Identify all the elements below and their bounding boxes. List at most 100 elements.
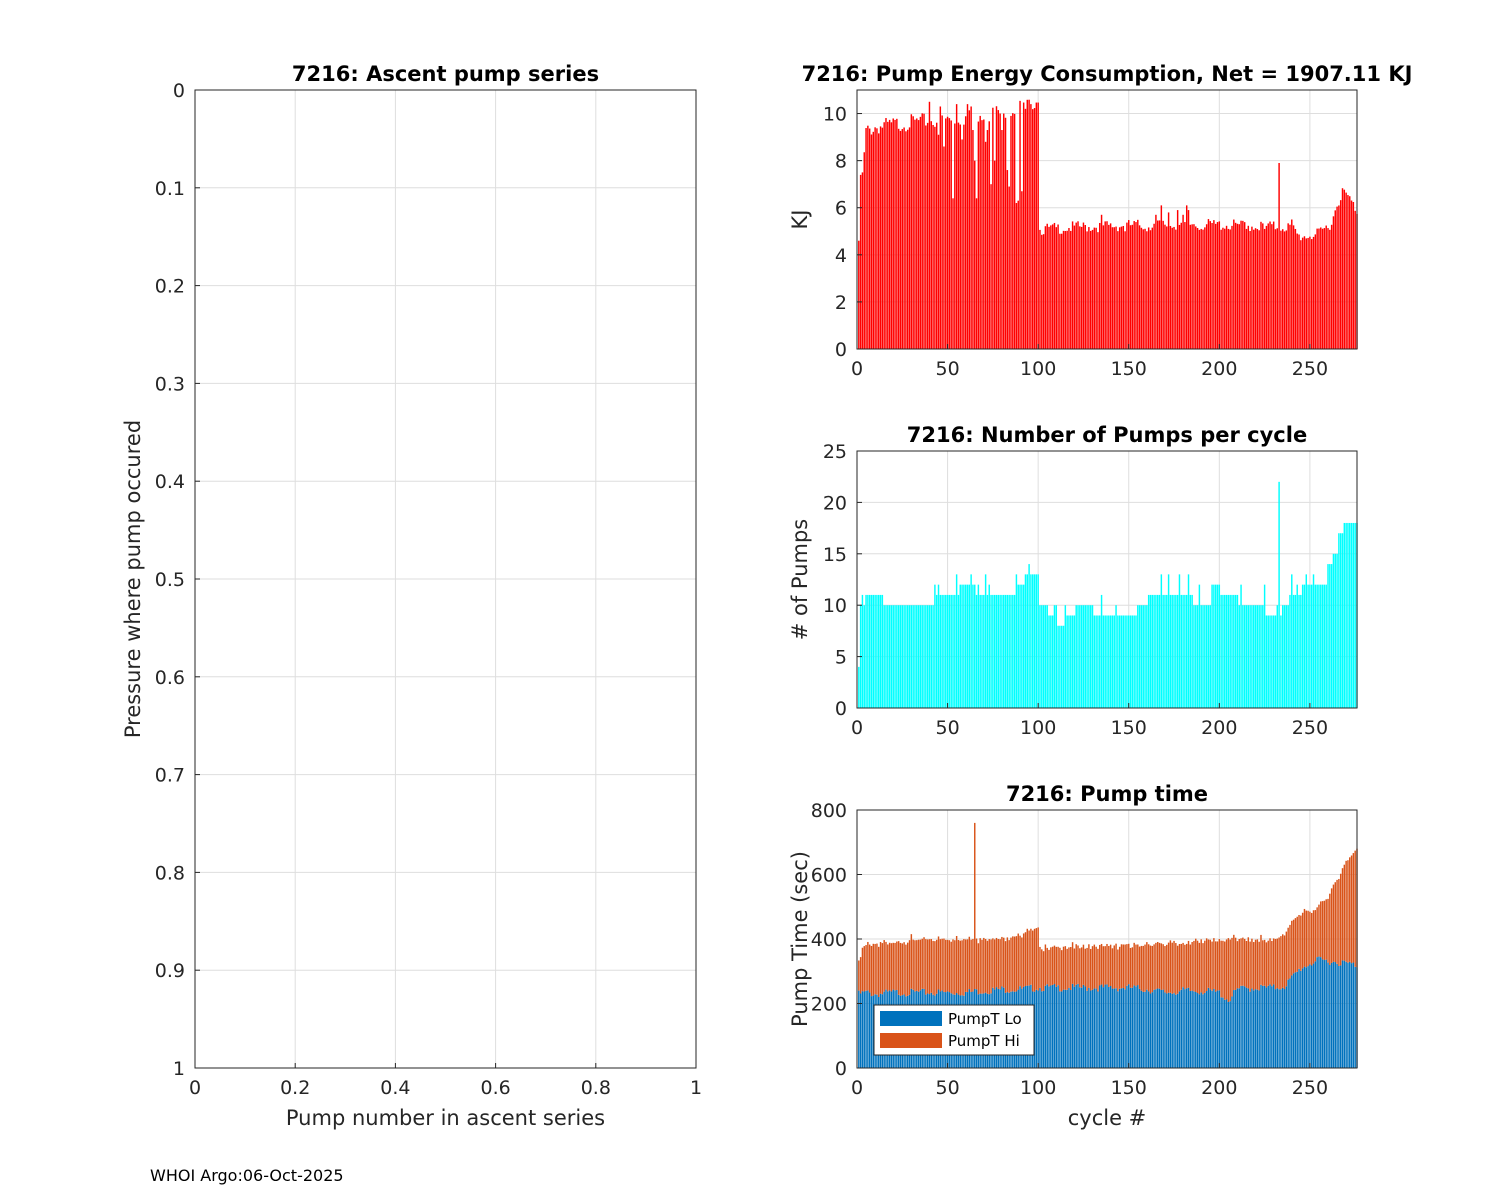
bar-energy	[1347, 195, 1349, 349]
bar-pumps	[1077, 605, 1079, 708]
bar-pumpt-hi	[1093, 944, 1096, 989]
bar-pumps	[1068, 615, 1070, 708]
bar-pumps	[1224, 594, 1226, 708]
x-tick-label: 150	[1111, 1077, 1147, 1099]
bar-pumpt-hi	[1301, 912, 1304, 969]
bar-pumpt-hi	[977, 943, 980, 995]
bar-pumps	[1298, 594, 1300, 708]
bar-pumpt-hi	[1341, 868, 1344, 961]
bar-pumpt-lo	[865, 990, 867, 1068]
bar-pumpt-hi	[1137, 944, 1139, 986]
bar-energy	[1068, 228, 1070, 349]
bar-pumps	[1336, 553, 1338, 708]
bar-pumpt-lo	[1352, 962, 1355, 1068]
bar-pumps	[1213, 584, 1215, 708]
bar-energy	[1258, 230, 1260, 349]
bar-pumpt-lo	[1334, 962, 1336, 1068]
bar-pumps	[1099, 615, 1101, 708]
bar-energy	[941, 115, 943, 349]
bar-pumpt-lo	[1111, 988, 1114, 1068]
bar-energy	[1060, 233, 1063, 349]
bar-pumpt-lo	[1048, 986, 1050, 1068]
bar-pumps	[961, 584, 963, 708]
bar-pumps	[925, 605, 927, 708]
bar-pumpt-lo	[1108, 986, 1110, 1068]
bar-energy	[865, 128, 867, 349]
bar-pumpt-hi	[1350, 855, 1353, 964]
bar-pumpt-lo	[1289, 978, 1291, 1068]
x-tick-label: 100	[1020, 358, 1056, 380]
bar-pumpt-lo	[1171, 993, 1173, 1068]
bar-energy	[1117, 231, 1119, 349]
bar-pumps	[892, 605, 894, 708]
bar-energy	[1323, 228, 1326, 349]
bar-pumps	[948, 594, 951, 708]
bar-energy	[1095, 227, 1097, 349]
bar-energy	[1247, 225, 1250, 349]
bar-pumpt-lo	[1166, 993, 1168, 1068]
bar-pumps	[1345, 522, 1347, 708]
bar-pumpt-lo	[1312, 963, 1315, 1068]
bar-pumpt-lo	[1267, 985, 1269, 1068]
bar-pumps	[907, 605, 909, 708]
bar-pumpt-hi	[923, 937, 925, 989]
bar-pumps	[1287, 605, 1289, 708]
bar-energy	[1044, 226, 1047, 349]
bar-pumpt-hi	[1243, 938, 1246, 987]
bar-pumpt-lo	[1265, 987, 1268, 1068]
bar-pumps	[1243, 605, 1246, 708]
bar-pumpt-hi	[1001, 936, 1003, 987]
bar-pumpt-hi	[1258, 941, 1260, 991]
bar-pumps	[1314, 584, 1317, 708]
bar-pumpt-lo	[1162, 989, 1164, 1068]
y-tick-label: 20	[823, 492, 847, 514]
bar-pumpt-hi	[966, 939, 969, 993]
bar-energy	[1022, 102, 1025, 349]
bar-energy	[1225, 225, 1228, 349]
bar-energy	[932, 124, 934, 349]
bar-pumps	[983, 594, 985, 708]
bar-pumps	[1180, 594, 1182, 708]
bar-pumpt-lo	[1291, 975, 1293, 1068]
bar-energy	[1012, 113, 1014, 349]
bar-pumpt-hi	[1236, 941, 1239, 989]
bar-pumps	[1053, 605, 1056, 708]
bar-energy	[1339, 200, 1342, 349]
bar-pumpt-hi	[992, 938, 994, 988]
bar-pumpt-lo	[1338, 965, 1340, 1068]
bar-energy	[1316, 228, 1318, 349]
bar-energy	[1066, 230, 1068, 349]
bar-pumpt-hi	[1327, 898, 1329, 963]
bar-energy	[1042, 234, 1045, 349]
bar-pumpt-lo	[1046, 984, 1048, 1068]
bar-energy	[954, 123, 956, 349]
bar-pumpt-lo	[1178, 991, 1181, 1068]
y-tick-label: 200	[811, 994, 847, 1016]
bar-energy	[930, 121, 932, 349]
bar-pumps	[935, 594, 938, 708]
y-tick-label: 10	[823, 595, 847, 617]
bar-pumps	[899, 605, 902, 708]
bar-energy	[1004, 117, 1007, 350]
bar-energy	[910, 114, 913, 350]
bar-energy	[1051, 224, 1054, 349]
bar-energy	[964, 116, 967, 349]
bar-energy	[1254, 228, 1257, 349]
bar-pumps	[1030, 574, 1032, 708]
bar-energy	[926, 122, 929, 350]
x-tick-label: 0	[851, 717, 863, 739]
bar-pumpt-hi	[1037, 927, 1039, 991]
bar-pumps	[1222, 594, 1224, 708]
bar-pumpt-hi	[1084, 948, 1086, 987]
bar-pumps	[1028, 564, 1030, 708]
bar-pumps	[1073, 615, 1076, 708]
bar-energy	[859, 174, 862, 349]
bar-pumpt-hi	[876, 943, 878, 995]
x-tick-label: 250	[1292, 1077, 1328, 1099]
bar-pumps	[1164, 594, 1166, 708]
bar-pumpt-hi	[930, 939, 932, 993]
bar-pumps	[861, 594, 864, 708]
bar-pumpt-lo	[1278, 989, 1280, 1068]
bar-pumpt-hi	[1030, 928, 1032, 985]
bar-pumps	[1060, 625, 1063, 708]
